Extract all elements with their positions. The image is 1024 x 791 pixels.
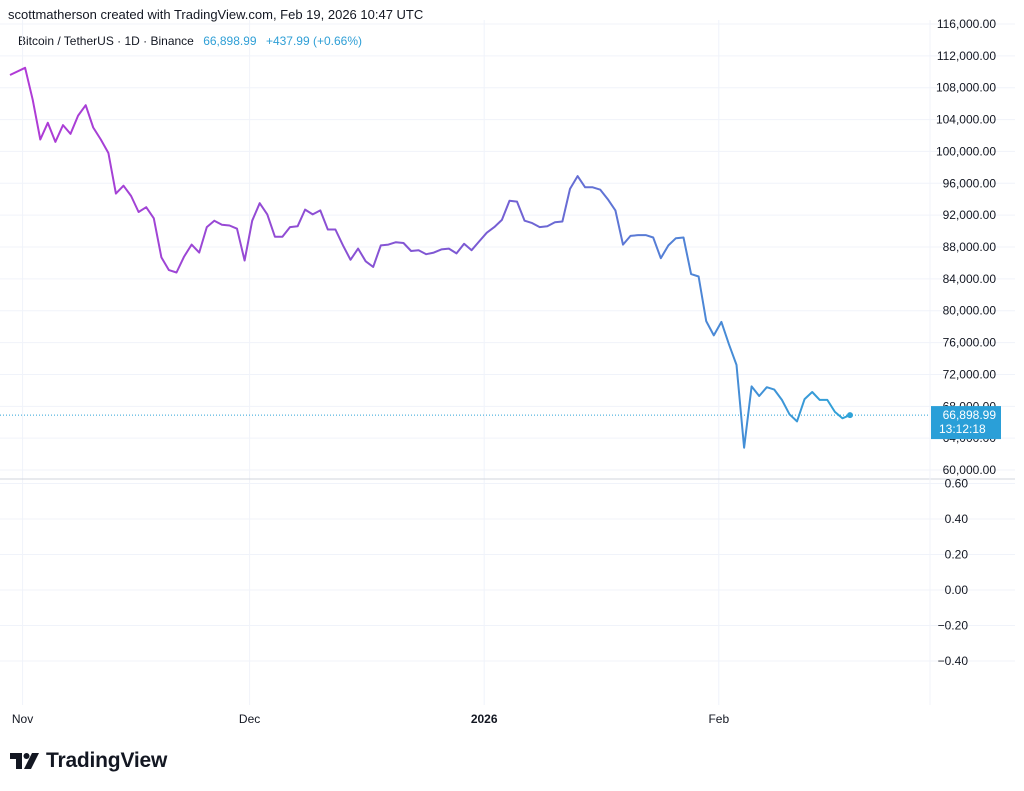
tradingview-logo[interactable]: TradingView [10, 749, 167, 773]
price-tick-label: 104,000.00 [936, 113, 996, 127]
price-tag-countdown: 13:12:18 [939, 422, 986, 436]
price-tick-label: 76,000.00 [943, 336, 997, 350]
price-tick-label: 112,000.00 [937, 49, 996, 63]
chart-attribution: scottmatherson created with TradingView.… [8, 7, 424, 22]
time-axis-label: Feb [708, 712, 729, 726]
indicator-tick-label: 0.00 [945, 583, 969, 597]
indicator-tick-label: 0.40 [945, 512, 969, 526]
indicator-tick-label: 0.20 [945, 548, 969, 562]
price-tick-label: 80,000.00 [943, 304, 997, 318]
price-tag [931, 406, 1001, 440]
time-axis-label: Nov [12, 712, 33, 726]
price-tick-label: 96,000.00 [943, 176, 997, 190]
last-price: 66,898.99 [203, 34, 257, 48]
price-series-line[interactable] [9, 66, 851, 449]
indicator-tick-label: −0.40 [938, 654, 969, 668]
price-tick-label: 108,000.00 [936, 81, 996, 95]
time-axis-label: 2026 [471, 712, 498, 726]
price-change: +437.99 (+0.66%) [265, 34, 363, 48]
indicator-tick-label: 0.60 [945, 477, 969, 491]
tradingview-logo-icon [10, 753, 39, 769]
price-tick-label: 116,000.00 [937, 17, 996, 31]
price-tag-value: 66,898.99 [943, 408, 997, 422]
indicator-tick-label: −0.20 [938, 618, 969, 632]
symbol-legend[interactable]: Bitcoin / TetherUS · 1D · Binance 66,898… [18, 34, 362, 48]
price-tick-label: 60,000.00 [943, 463, 997, 477]
tradingview-wordmark: TradingView [46, 749, 168, 772]
price-tick-label: 84,000.00 [943, 272, 997, 286]
price-chart[interactable]: 116,000.00 112,000.00 108,000.00 104,000.00… [0, 0, 1024, 740]
price-tick-label: 88,000.00 [943, 240, 997, 254]
price-tick-label: 72,000.00 [943, 367, 997, 381]
price-tick-label: 92,000.00 [943, 208, 997, 222]
symbol-name[interactable]: Bitcoin / TetherUS · 1D · Binance [18, 34, 194, 48]
last-price-marker [847, 412, 853, 419]
time-axis-label: Dec [239, 712, 260, 726]
price-tick-label: 100,000.00 [936, 144, 996, 158]
grid [0, 20, 1015, 705]
